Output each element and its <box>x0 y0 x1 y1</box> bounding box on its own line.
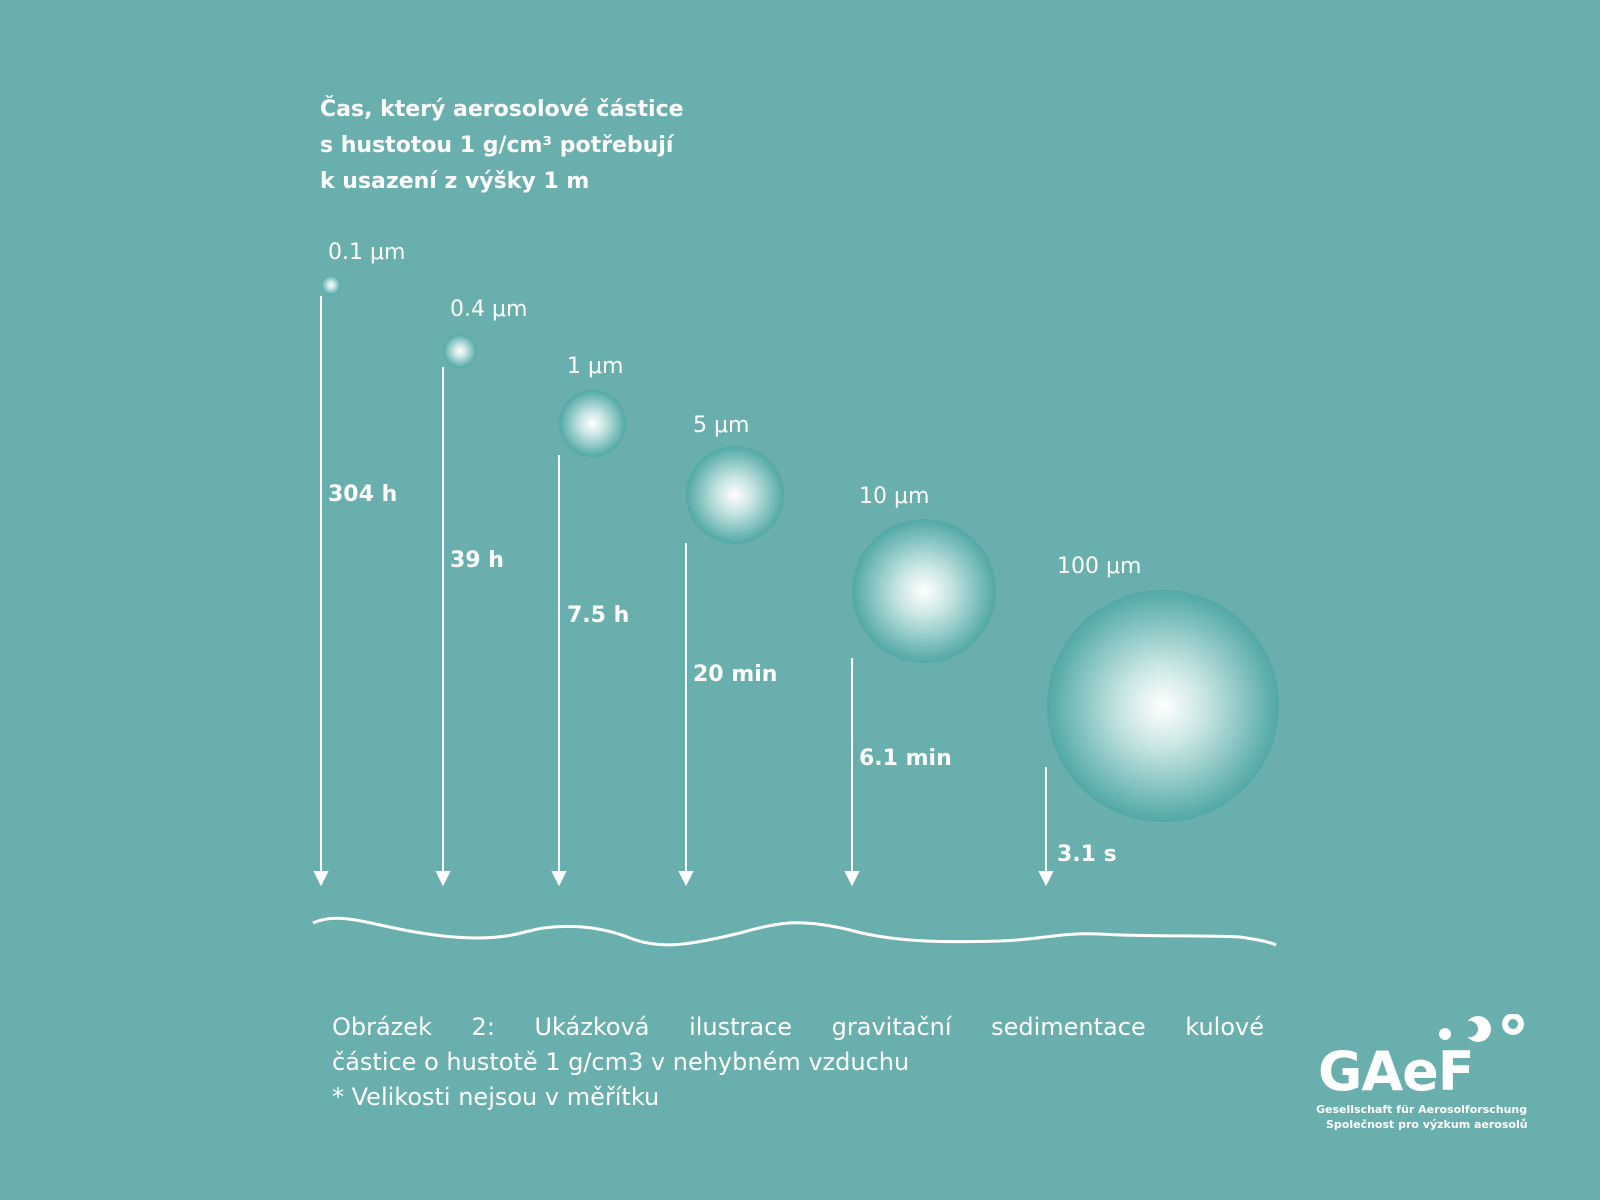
size-label: 100 μm <box>1057 554 1142 579</box>
fall-arrow <box>678 543 694 887</box>
time-label: 6.1 min <box>859 746 952 771</box>
fall-arrow <box>435 367 451 887</box>
size-label: 10 μm <box>859 484 930 509</box>
caption-note: * Velikosti nejsou v měřítku <box>332 1083 660 1111</box>
time-label: 39 h <box>450 548 504 573</box>
fall-arrow <box>1038 767 1054 887</box>
particle-5um <box>686 446 784 544</box>
gaef-logo: GAeF Gesellschaft für Aerosolforschung S… <box>1316 1010 1548 1132</box>
fall-arrow <box>551 455 567 887</box>
caption-line: částice o hustotě 1 g/cm3 v nehybném vzd… <box>332 1048 910 1076</box>
particle-1um <box>559 390 626 457</box>
diagram-title: Čas, který aerosolové částice s hustotou… <box>320 92 684 200</box>
time-label: 20 min <box>693 662 778 687</box>
fall-arrow <box>844 658 860 887</box>
title-line: Čas, který aerosolové částice <box>320 97 684 122</box>
size-label: 0.1 μm <box>328 240 406 265</box>
particle-0-1um <box>321 275 341 295</box>
size-label: 0.4 μm <box>450 297 528 322</box>
time-label: 304 h <box>328 482 398 507</box>
figure-caption: Obrázek 2: Ukázková ilustrace gravitační… <box>332 1010 1264 1115</box>
particle-0-4um <box>443 334 477 368</box>
title-line: s hustotou 1 g/cm³ potřebují <box>320 133 674 158</box>
particle-10um <box>852 519 996 663</box>
particle-100um <box>1047 590 1279 822</box>
size-label: 5 μm <box>693 413 750 438</box>
logo-dots-icon <box>1439 1014 1524 1042</box>
logo-subtitle: Společnost pro výzkum aerosolů <box>1326 1118 1528 1131</box>
fall-arrow <box>313 296 329 887</box>
ground-line <box>312 916 1277 947</box>
title-line: k usazení z výšky 1 m <box>320 169 590 194</box>
logo-name: GAeF <box>1318 1040 1475 1103</box>
logo-subtitle: Gesellschaft für Aerosolforschung <box>1316 1103 1528 1116</box>
time-label: 7.5 h <box>567 603 630 628</box>
size-label: 1 μm <box>567 354 624 379</box>
time-label: 3.1 s <box>1057 842 1117 867</box>
caption-line: Obrázek 2: Ukázková ilustrace gravitační… <box>332 1013 1264 1041</box>
